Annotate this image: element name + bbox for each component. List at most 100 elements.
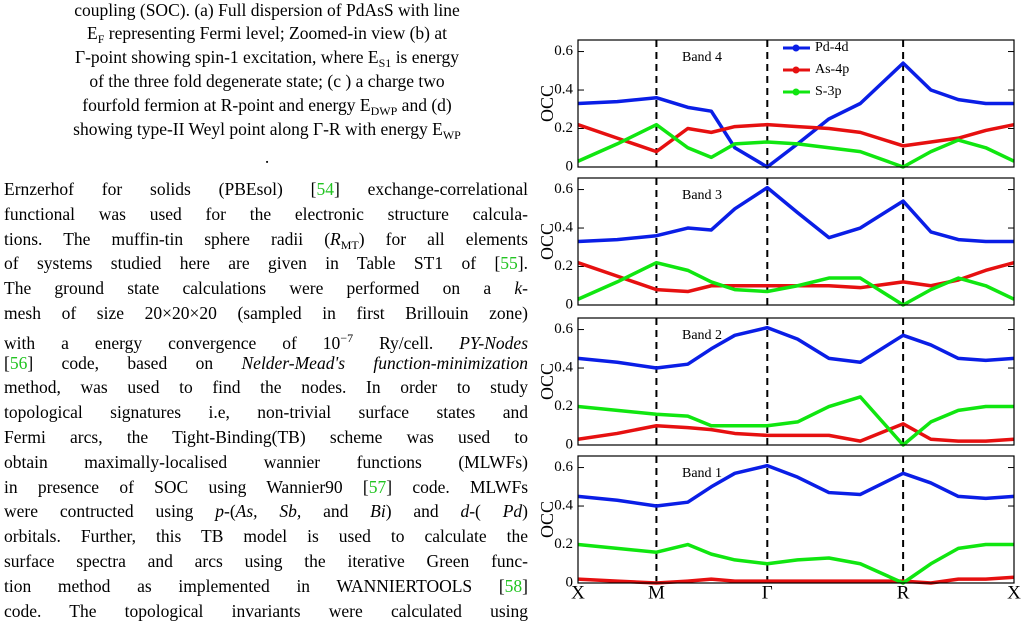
plot-frame (577, 177, 1015, 306)
text-run: As, Sb, (235, 501, 302, 522)
band-label: Band 3 (682, 188, 722, 203)
y-tick-label: 0.2 (554, 120, 573, 136)
text-line: of the three fold degenerate state; (c )… (0, 71, 534, 91)
text-line: functional was used for the electronic s… (4, 204, 528, 224)
series-line (577, 422, 1015, 443)
text-run: . (264, 147, 270, 167)
x-tick-label: M (648, 582, 665, 603)
legend-marker (792, 66, 800, 74)
text-run: of the three fold degenerate state; (c )… (89, 71, 445, 91)
text-run: ] exchange-correlational (334, 179, 528, 199)
text-run: 55 (500, 253, 518, 274)
y-tick-label: 0.6 (554, 321, 573, 337)
text-run: were contructed using (4, 501, 216, 522)
text-line: showing type-II Weyl point along Γ-R wit… (0, 119, 534, 145)
text-run: -( (469, 501, 503, 522)
text-run: Nelder-Mead's function-minimization (241, 352, 528, 373)
text-run: showing type-II Weyl point along Γ-R wit… (73, 119, 443, 139)
text-run: - (522, 278, 528, 299)
text-run: ] code. MLWFs (386, 476, 529, 497)
y-tick-label: 0.4 (554, 219, 573, 235)
text-run: DWP (370, 104, 398, 118)
x-tick-label: X (571, 582, 585, 603)
text-run: in presence of SOC using Wannier90 [ (4, 476, 369, 497)
text-run: code. The topological invariants were ca… (4, 600, 528, 621)
text-run: Pd (502, 501, 523, 522)
plot-frame (577, 455, 1015, 584)
text-run: F (97, 32, 105, 46)
text-line: . (0, 147, 534, 167)
y-tick-label: 0 (566, 436, 574, 452)
series-line (577, 185, 1014, 244)
text-line: tion method as implemented in WANNIERTOO… (4, 576, 528, 596)
y-tick-label: 0 (566, 296, 574, 312)
y-axis-label: OCC (537, 223, 557, 260)
text-run: PY-Nodes (459, 332, 528, 353)
text-line: [56] code, based on Nelder-Mead's functi… (4, 353, 528, 373)
text-run: ) (522, 501, 528, 522)
y-tick-label: 0.4 (554, 497, 573, 513)
text-line: tions. The muffin-tin sphere radii (RMT)… (4, 229, 528, 255)
series-line (577, 260, 1015, 307)
text-run: fourfold fermion at R-point and energy E (82, 95, 371, 115)
text-line: in presence of SOC using Wannier90 [57] … (4, 477, 528, 497)
series-line (577, 122, 1015, 154)
y-tick-label: 0.2 (554, 398, 573, 414)
text-run: tion method as implemented in WANNIERTOO… (4, 575, 505, 596)
band-label: Band 2 (682, 328, 722, 343)
text-run: The ground state calculations were perfo… (4, 278, 515, 299)
series-line (577, 463, 1015, 508)
text-run: R (330, 228, 341, 249)
text-run: −7 (340, 330, 354, 345)
text-line: orbitals. Further, this TB model is used… (4, 526, 528, 546)
text-line: EF representing Fermi level; Zoomed-in v… (0, 23, 534, 49)
text-run: and (d) (397, 95, 452, 115)
text-run: functional was used for the electronic s… (4, 203, 528, 224)
y-tick-label: 0.4 (554, 81, 573, 97)
legend-label: S-3p (815, 84, 841, 99)
series-line (577, 542, 1014, 585)
text-line: of systems studied here are given in Tab… (4, 253, 528, 273)
y-tick-label: 0.6 (554, 43, 573, 59)
text-line: Γ-point showing spin-1 excitation, where… (0, 47, 534, 73)
x-tick-label: R (897, 582, 910, 603)
text-line: surface spectra and arcs using the itera… (4, 551, 528, 571)
text-run: of systems studied here are given in Tab… (4, 253, 501, 274)
text-line: fourfold fermion at R-point and energy E… (0, 95, 534, 121)
band-label: Band 4 (682, 50, 722, 65)
text-run: -( (224, 501, 236, 522)
text-line: obtain maximally-localised wannier funct… (4, 452, 528, 472)
text-run: ) and (385, 501, 461, 522)
series-line (577, 122, 1015, 169)
text-run: 56 (9, 352, 28, 373)
text-run: p (215, 501, 225, 522)
text-line: code. The topological invariants were ca… (4, 601, 528, 621)
text-run: WP (442, 128, 461, 142)
text-run: MT (340, 237, 359, 252)
series-line (577, 61, 1014, 169)
y-axis-label: OCC (537, 501, 557, 538)
text-line: mesh of size 20×20×20 (sampled in first … (4, 303, 528, 323)
series-line (577, 395, 1014, 447)
y-tick-label: 0.6 (554, 181, 573, 197)
text-run: S1 (378, 56, 392, 70)
text-line: method, was used to find the nodes. In o… (4, 377, 528, 397)
text-run: is energy (391, 47, 460, 67)
text-run: tions. The muffin-tin sphere radii ( (4, 228, 331, 249)
text-run: mesh of size 20×20×20 (sampled in first … (4, 303, 528, 323)
legend-marker (792, 88, 800, 96)
text-run: orbitals. Further, this TB model is used… (4, 526, 528, 547)
y-tick-label: 0.4 (554, 359, 573, 375)
text-run: ] code, based on (27, 352, 242, 373)
text-line: coupling (SOC). (a) Full dispersion of P… (0, 0, 534, 20)
legend-marker (792, 44, 800, 52)
text-run: E (87, 23, 98, 43)
text-run: k (514, 278, 523, 299)
text-run: and (301, 501, 371, 522)
text-run: with a energy convergence of 10 (4, 332, 341, 353)
text-run: ] (522, 575, 528, 596)
plot-frame (577, 317, 1015, 446)
text-line: with a energy convergence of 10−7 Ry/cel… (4, 328, 528, 353)
